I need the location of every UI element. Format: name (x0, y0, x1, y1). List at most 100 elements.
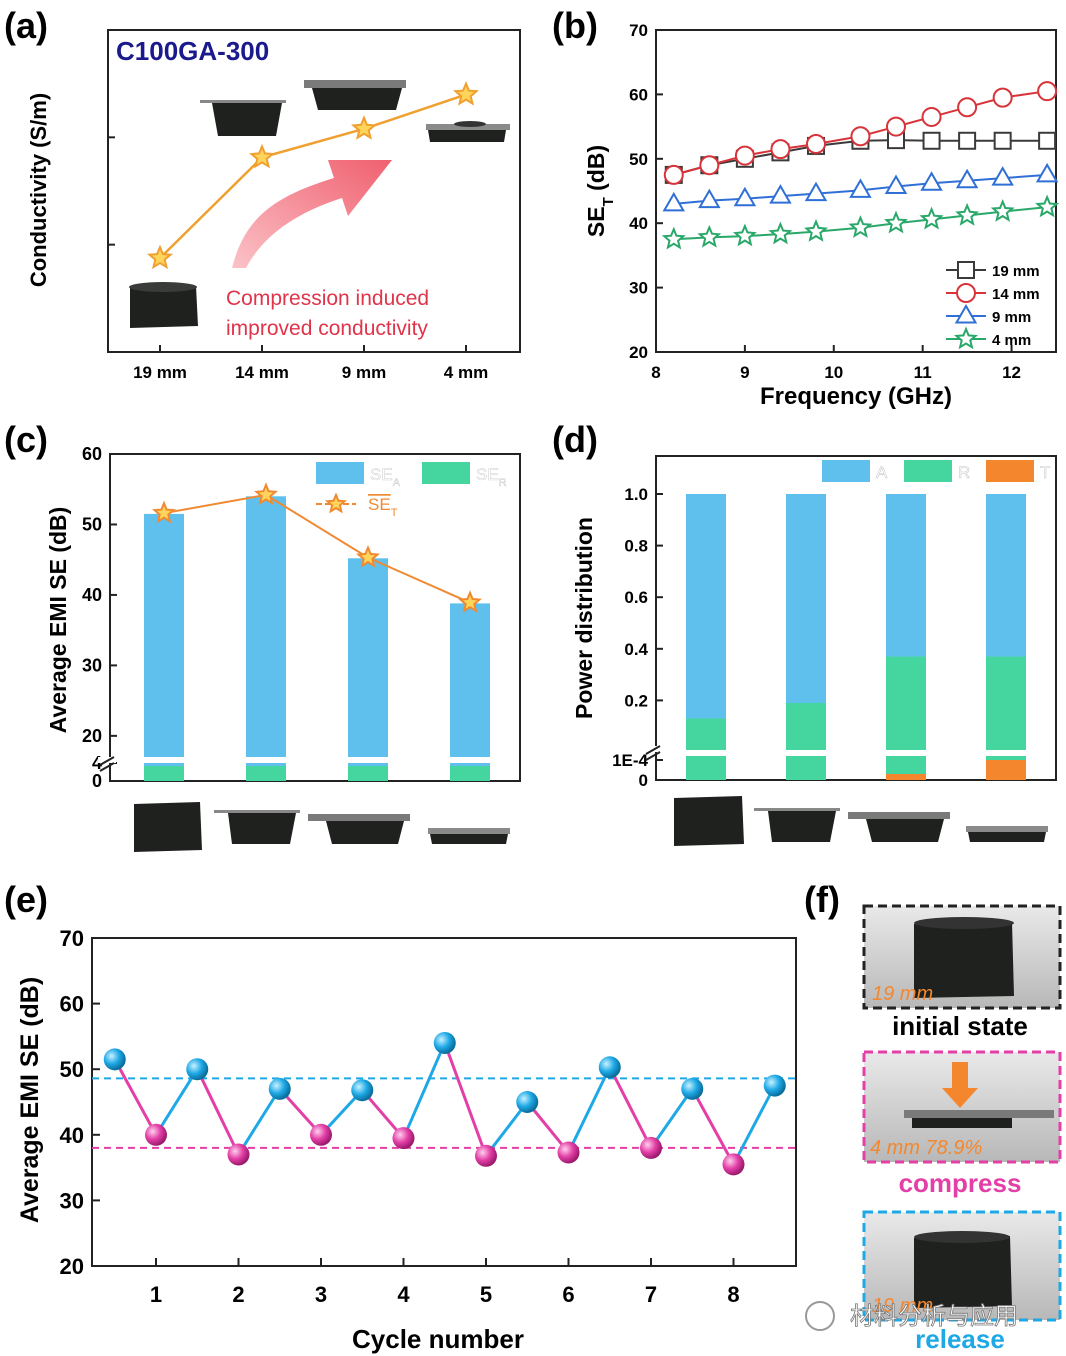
e-xtick-label: 5 (480, 1282, 492, 1307)
c-ytick-label: 0 (92, 771, 102, 791)
e-xtick-label: 6 (562, 1282, 574, 1307)
e-point-release (763, 1074, 786, 1097)
e-xtick-label: 8 (727, 1282, 739, 1307)
b-legend-label: 9 mm (992, 309, 1031, 326)
b-ytick-label: 30 (629, 279, 648, 298)
e-xtick-label: 4 (397, 1282, 410, 1307)
photo1-caption: 19 mm (872, 983, 933, 1005)
c-legend-label: SET (368, 495, 398, 519)
b-data-point (919, 206, 944, 230)
a-xtick-label: 19 mm (133, 363, 187, 382)
panel-a-annotation-line1: Compression induced (226, 287, 429, 310)
b-data-point (850, 126, 871, 147)
wechat-icon (805, 1301, 835, 1331)
e-ytick-label: 50 (60, 1057, 84, 1082)
b-data-point (955, 168, 979, 189)
b-xtick-label: 9 (740, 363, 749, 382)
photo1-label: initial state (892, 1011, 1028, 1041)
panel-b-frame (655, 29, 1057, 353)
b-legend-label: 19 mm (992, 263, 1040, 280)
b-ytick-label: 40 (629, 214, 648, 233)
panel-d-power-distribution: Power distribution 01E-40.20.40.60.81.0 … (571, 455, 1057, 846)
e-segment (732, 1084, 777, 1166)
b-legend-marker (957, 261, 975, 279)
c-legend-label: SEA (370, 465, 401, 489)
d-bar-r (786, 702, 826, 750)
compression-arrow (232, 160, 392, 268)
e-segment (690, 1088, 735, 1166)
a-xtick-label: 9 mm (342, 363, 386, 382)
b-data-point (920, 171, 943, 191)
c-set-point (152, 500, 176, 524)
b-data-point (884, 210, 908, 234)
e-segment (113, 1058, 158, 1136)
e-point-release (681, 1077, 704, 1100)
photo2-caption: 4 mm 78.9% (870, 1137, 982, 1159)
d-legend-label: A (876, 463, 888, 482)
panel-label-d: (d) (552, 419, 598, 460)
panel-c-average-se: Average EMI SE (dB) 04 20 30 40 50 60 SEA SER S… (45, 444, 521, 852)
b-legend-label: 14 mm (992, 286, 1040, 303)
b-legend-marker (954, 303, 978, 324)
d-legend-label: R (958, 463, 970, 482)
sample-photo-4mm (426, 121, 510, 142)
a-data-point (146, 244, 174, 270)
e-point-compress (392, 1127, 415, 1150)
e-point-release (433, 1031, 456, 1054)
c-bar-sea-low (450, 763, 490, 766)
c-bar-ser (144, 766, 184, 781)
a-data-point (453, 80, 479, 106)
b-data-point (955, 202, 980, 226)
d-ytick-label: 1.0 (624, 485, 648, 504)
panel-b-se-frequency: SET (dB) Frequency (GHz) 20 30 40 50 60 70 8 9 1… (583, 21, 1060, 410)
c-ytick-label: 60 (82, 444, 102, 464)
e-segment (237, 1088, 282, 1156)
sample-photo-19mm (674, 796, 744, 846)
c-bar-sea (246, 496, 286, 757)
b-data-point (849, 178, 872, 198)
b-data-point (921, 106, 942, 127)
photo-compress: 4 mm 78.9% (862, 1050, 1062, 1164)
c-bar-sea-low (144, 763, 184, 766)
panel-label-f: (f) (804, 879, 840, 920)
e-point-release (268, 1077, 291, 1100)
c-bar-sea (450, 603, 490, 757)
d-bar-r-low (686, 756, 726, 780)
panel-c-sample-photos (134, 802, 510, 852)
b-data-point (991, 166, 1014, 186)
panel-b-xlabel: Frequency (GHz) (760, 383, 952, 410)
c-bar-ser (348, 766, 388, 781)
b-data-point (886, 116, 906, 137)
watermark: 材料分析与应用 (805, 1301, 1018, 1331)
c-bar-sea-low (246, 763, 286, 766)
e-point-compress (640, 1136, 662, 1159)
c-bar-ser (246, 766, 286, 781)
c-bar-sea-low (348, 763, 388, 766)
d-ytick-label: 1E-4 (612, 751, 648, 770)
b-data-point (922, 131, 941, 150)
a-xtick-label: 4 mm (444, 363, 488, 382)
e-point-compress (475, 1144, 497, 1167)
c-set-point (356, 544, 380, 568)
b-data-point (661, 226, 686, 250)
panel-e-cycling: Average EMI SE (dB) Cycle number 20 30 40 5… (16, 926, 797, 1354)
e-point-release (351, 1079, 374, 1102)
d-legend-label: T (1040, 463, 1050, 482)
b-data-point (958, 131, 977, 150)
e-xtick-label: 3 (315, 1282, 327, 1307)
d-ytick-label: 0.8 (624, 537, 648, 556)
e-ytick-label: 30 (60, 1188, 84, 1213)
b-data-point (732, 223, 757, 247)
e-segment (567, 1066, 612, 1154)
d-legend-swatch (904, 460, 952, 482)
d-bar-t (986, 760, 1026, 780)
photo2-label: compress (899, 1168, 1022, 1198)
b-legend-marker (956, 283, 976, 303)
panel-d-ylabel: Power distribution (571, 517, 597, 719)
panel-label-a: (a) (4, 5, 48, 46)
b-data-point (884, 174, 908, 194)
b-data-point (992, 87, 1013, 108)
sample-photo-4mm (428, 828, 510, 844)
panel-e-xlabel: Cycle number (352, 1324, 524, 1354)
d-bar-a (886, 494, 926, 657)
